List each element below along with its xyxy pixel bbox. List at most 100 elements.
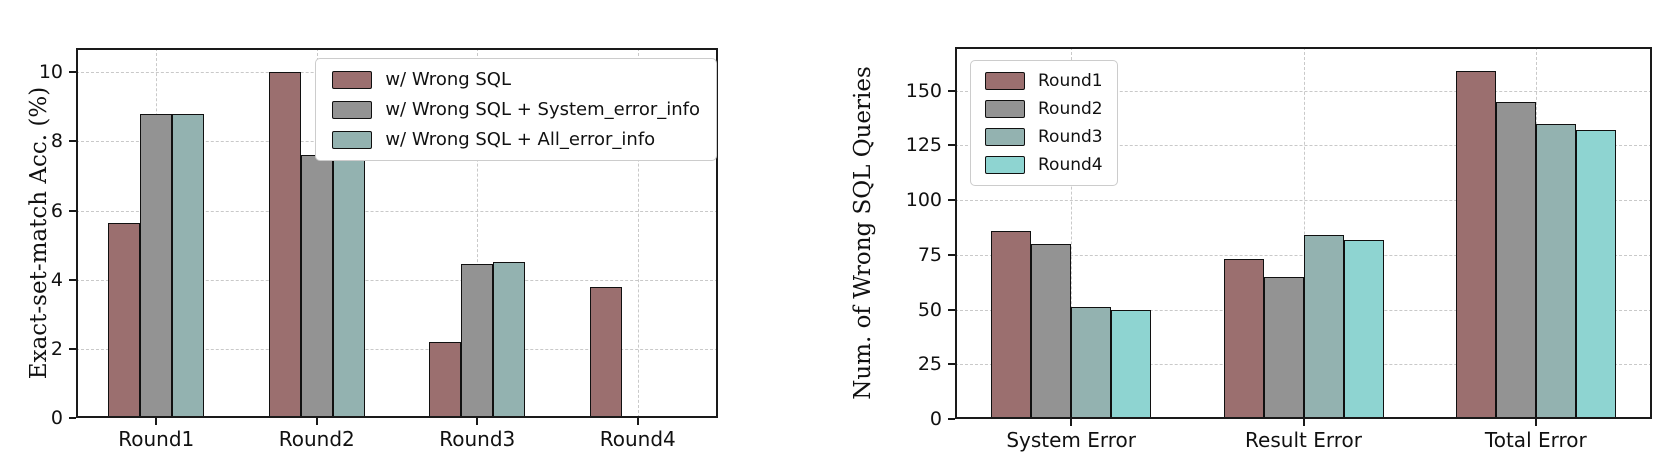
y-tick-mark	[948, 199, 955, 202]
bar-w-wrong-sql-all_error_info-round4	[653, 416, 686, 418]
left-y-axis-label: Exact-set-match Acc. (%)	[26, 86, 52, 380]
v-gridline	[1303, 47, 1305, 419]
y-tick-mark	[948, 144, 955, 147]
x-tick-label: Result Error	[1245, 428, 1362, 452]
y-tick-mark	[948, 418, 955, 420]
bar-round3-total-error	[1535, 123, 1576, 419]
legend-item-label: Round4	[1038, 155, 1103, 175]
legend-color-swatch-icon	[332, 70, 373, 89]
x-tick-mark	[636, 418, 639, 425]
bar-w-wrong-sql-round2	[268, 72, 301, 418]
bar-round2-result-error	[1263, 276, 1304, 419]
x-tick-mark	[315, 418, 318, 425]
y-tick-label: 125	[905, 134, 942, 157]
legend-color-swatch-icon	[985, 100, 1025, 118]
x-tick-mark	[1070, 419, 1073, 426]
x-tick-mark	[155, 418, 158, 425]
legend-item: Round1	[985, 71, 1103, 91]
right-chart: Num. of Wrong SQL Queries Round1 Round2 Ro…	[820, 0, 1661, 473]
right-y-axis-label: Num. of Wrong SQL Queries	[850, 66, 876, 400]
y-tick-mark	[69, 278, 76, 281]
y-tick-label: 6	[50, 199, 63, 222]
bar-w-wrong-sql-all_error_info-round2	[332, 131, 365, 418]
bar-round2-system-error	[1031, 243, 1072, 419]
legend-item: Round3	[985, 127, 1103, 147]
y-tick-mark	[69, 209, 76, 212]
y-tick-label: 150	[905, 79, 942, 102]
bar-w-wrong-sql-all_error_info-round1	[172, 113, 205, 418]
bar-round1-system-error	[991, 230, 1032, 419]
left-chart: Exact-set-match Acc. (%) w/ Wrong SQL w/ …	[0, 0, 760, 473]
v-gridline	[1071, 47, 1073, 419]
y-tick-mark	[948, 308, 955, 311]
legend-item-label: Round2	[1038, 99, 1103, 119]
bar-round4-total-error	[1575, 130, 1616, 419]
v-gridline	[637, 48, 639, 418]
legend-item-label: w/ Wrong SQL	[385, 69, 512, 90]
bar-w-wrong-sql-round1	[108, 222, 141, 418]
right-legend: Round1 Round2 Round3 Round4	[970, 60, 1118, 186]
y-tick-mark	[948, 363, 955, 366]
bar-w-wrong-sql-system_error_info-round4	[621, 416, 654, 418]
x-tick-label: Round2	[278, 427, 355, 451]
x-tick-label: Total Error	[1484, 428, 1587, 452]
h-gridline	[76, 348, 718, 350]
x-tick-mark	[476, 418, 479, 425]
y-tick-label: 75	[917, 243, 942, 266]
y-tick-mark	[69, 71, 76, 74]
bar-round1-total-error	[1455, 71, 1496, 419]
y-tick-mark	[69, 417, 76, 419]
y-tick-mark	[948, 253, 955, 256]
v-gridline	[477, 48, 479, 418]
x-tick-label: System Error	[1006, 428, 1136, 452]
legend-item-label: Round1	[1038, 71, 1103, 91]
bar-round3-result-error	[1303, 235, 1344, 419]
y-tick-mark	[69, 347, 76, 350]
bar-round2-total-error	[1495, 101, 1536, 419]
x-tick-label: Round3	[439, 427, 516, 451]
bar-w-wrong-sql-system_error_info-round3	[461, 264, 494, 418]
legend-item: w/ Wrong SQL	[332, 69, 700, 90]
bar-round1-result-error	[1223, 259, 1264, 419]
legend-item-label: w/ Wrong SQL + All_error_info	[385, 129, 656, 150]
bar-round3-system-error	[1071, 307, 1112, 419]
legend-item-label: Round3	[1038, 127, 1103, 147]
x-tick-mark	[1534, 419, 1537, 426]
y-tick-label: 2	[50, 337, 63, 360]
bar-round4-result-error	[1343, 239, 1384, 419]
y-tick-label: 0	[929, 408, 942, 430]
right-plot-area	[955, 47, 1652, 419]
y-tick-label: 100	[905, 189, 942, 212]
y-tick-mark	[69, 140, 76, 143]
legend-item-label: w/ Wrong SQL + System_error_info	[385, 99, 700, 120]
legend-item: Round4	[985, 155, 1103, 175]
legend-color-swatch-icon	[332, 100, 373, 119]
y-tick-mark	[948, 89, 955, 92]
legend-color-swatch-icon	[985, 156, 1025, 174]
x-tick-mark	[1302, 419, 1305, 426]
bar-round4-system-error	[1111, 309, 1152, 419]
bar-w-wrong-sql-system_error_info-round1	[140, 113, 173, 418]
bar-w-wrong-sql-round4	[589, 286, 622, 418]
legend-item: w/ Wrong SQL + System_error_info	[332, 99, 700, 120]
x-tick-label: Round4	[599, 427, 676, 451]
y-tick-label: 4	[50, 268, 63, 291]
legend-item: w/ Wrong SQL + All_error_info	[332, 129, 700, 150]
y-tick-label: 10	[38, 61, 63, 84]
bar-w-wrong-sql-round3	[429, 341, 462, 418]
left-legend: w/ Wrong SQL w/ Wrong SQL + System_error_…	[315, 58, 717, 161]
legend-item: Round2	[985, 99, 1103, 119]
x-tick-label: Round1	[118, 427, 195, 451]
legend-color-swatch-icon	[985, 128, 1025, 146]
h-gridline	[76, 210, 718, 212]
legend-color-swatch-icon	[985, 72, 1025, 90]
h-gridline	[76, 279, 718, 281]
y-tick-label: 25	[917, 353, 942, 376]
bar-w-wrong-sql-all_error_info-round3	[493, 262, 526, 418]
y-tick-label: 8	[50, 130, 63, 153]
legend-color-swatch-icon	[332, 130, 373, 149]
bar-w-wrong-sql-system_error_info-round2	[300, 155, 333, 418]
y-tick-label: 50	[917, 298, 942, 321]
y-tick-label: 0	[50, 407, 63, 429]
